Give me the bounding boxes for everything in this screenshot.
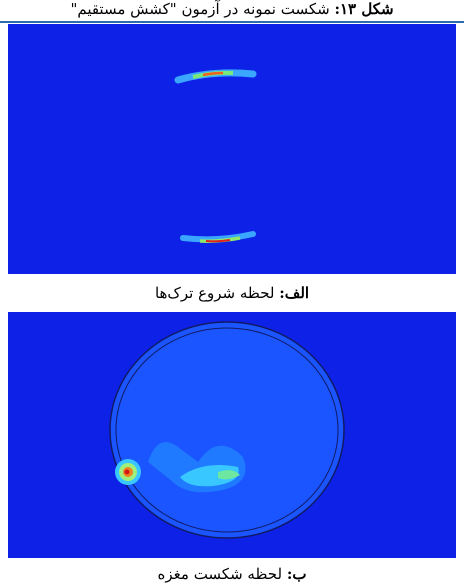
figure-title-text: شکست نمونه در آزمون "کشش مستقیم" bbox=[70, 0, 330, 18]
image-core-failure bbox=[8, 312, 456, 558]
caption-text: لحظه شروع ترک‌ها bbox=[154, 284, 275, 302]
separator bbox=[0, 21, 464, 23]
image-crack-start bbox=[8, 24, 456, 274]
caption: ب: لحظه شکست مغزه bbox=[0, 565, 464, 583]
caption: الف: لحظه شروع ترک‌ها bbox=[0, 284, 464, 302]
caption-label: ب: bbox=[286, 565, 307, 583]
caption-label: الف: bbox=[279, 284, 310, 302]
figure-label: شکل ۱۳: bbox=[334, 0, 394, 18]
figure-title: شکل ۱۳: شکست نمونه در آزمون "کشش مستقیم" bbox=[0, 0, 464, 18]
caption-text: لحظه شکست مغزه bbox=[157, 565, 283, 583]
